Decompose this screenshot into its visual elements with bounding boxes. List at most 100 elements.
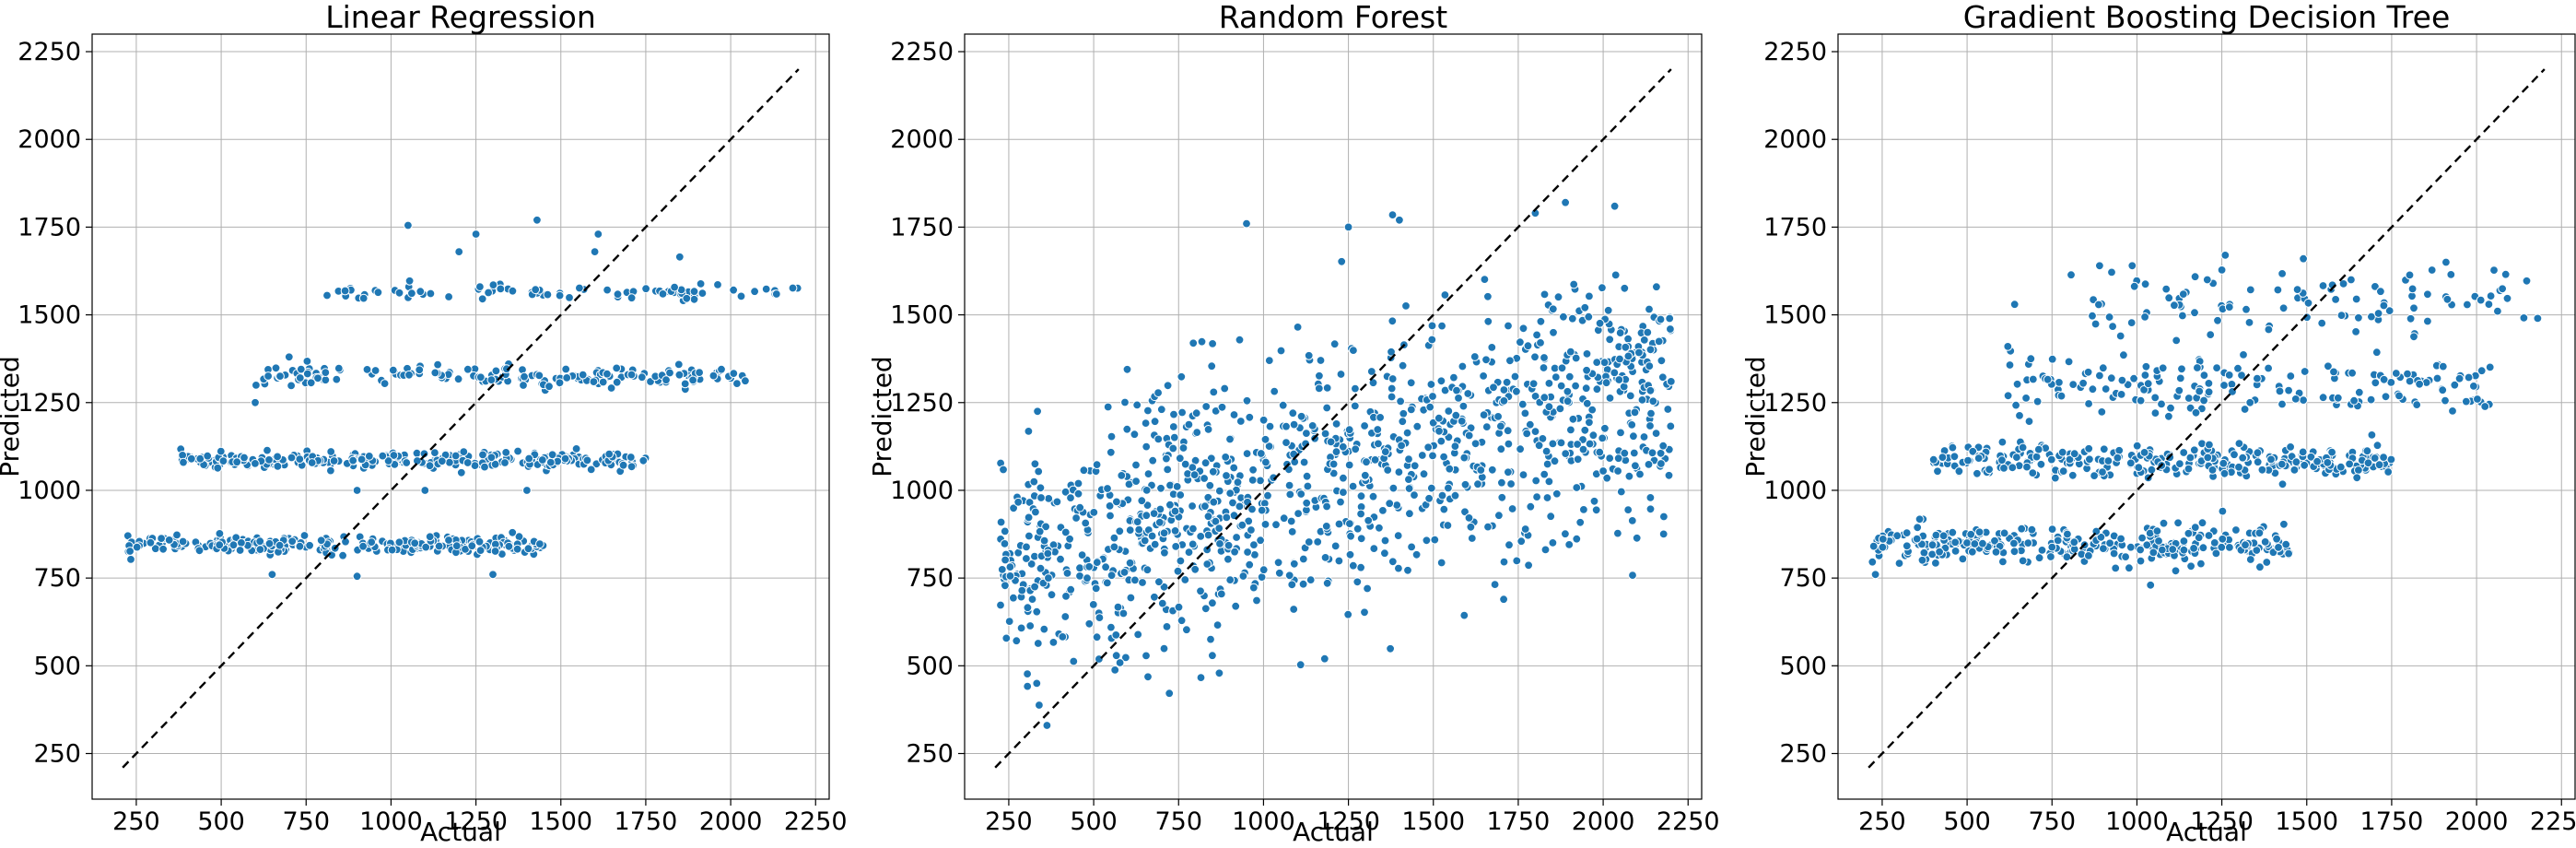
y-tick-label: 2000 <box>18 125 81 154</box>
data-point <box>1031 507 1040 517</box>
data-point <box>1180 459 1190 469</box>
data-point <box>415 365 425 375</box>
data-point <box>2190 523 2200 532</box>
data-point <box>387 545 397 555</box>
data-point <box>1450 490 1460 501</box>
data-point <box>271 363 281 373</box>
data-point <box>2262 558 2272 567</box>
data-point <box>1202 559 1212 569</box>
data-point <box>1647 448 1657 458</box>
data-point <box>522 486 532 495</box>
data-point <box>1363 583 1372 594</box>
data-point <box>1610 201 1620 211</box>
data-point <box>612 363 622 373</box>
data-point <box>1345 549 1355 559</box>
data-point <box>1973 453 1984 464</box>
data-point <box>2099 544 2108 553</box>
data-point <box>2204 531 2214 540</box>
data-point <box>1479 410 1489 420</box>
data-point <box>1035 526 1045 536</box>
data-point <box>1334 519 1344 529</box>
data-point <box>2184 528 2194 538</box>
data-point <box>1314 383 1324 394</box>
data-point <box>1247 504 1257 514</box>
chart-1: 250 500 750 1000 1250 1500 1750 2000 2250 250 500 7… <box>0 0 848 847</box>
data-point <box>1656 314 1666 324</box>
data-point <box>1645 421 1655 430</box>
data-point <box>1973 468 1982 478</box>
data-point <box>2217 265 2227 275</box>
data-point <box>1205 480 1215 490</box>
data-point <box>2107 267 2116 277</box>
data-point <box>1156 405 1166 415</box>
data-point <box>488 280 498 290</box>
data-point <box>1319 654 1329 664</box>
data-point <box>1565 347 1575 357</box>
data-point <box>626 293 637 303</box>
data-point <box>2150 393 2160 403</box>
data-point <box>2331 295 2341 304</box>
data-point <box>1331 419 1341 429</box>
data-point <box>2220 251 2231 260</box>
data-point <box>1503 426 1513 436</box>
data-point <box>680 379 690 389</box>
data-point <box>1387 347 1396 357</box>
data-point <box>1225 489 1235 498</box>
data-point <box>216 446 226 456</box>
data-point <box>2196 559 2206 569</box>
data-point <box>1532 330 1541 340</box>
data-point <box>2108 322 2118 332</box>
data-point <box>1388 557 1398 567</box>
data-point <box>425 532 435 542</box>
data-point <box>1150 539 1160 549</box>
data-point <box>1289 605 1299 614</box>
data-point <box>2116 390 2126 399</box>
data-point <box>1516 536 1527 547</box>
data-point <box>2279 519 2289 529</box>
data-point <box>1623 505 1633 514</box>
data-point <box>1592 384 1602 395</box>
data-point <box>237 538 246 548</box>
data-point <box>593 230 603 239</box>
data-point <box>1177 616 1187 626</box>
y-axis-ticks: 250 500 750 1000 1250 1500 1750 2000 2250 <box>1763 38 1838 769</box>
data-point <box>1666 421 1676 431</box>
data-point <box>1496 421 1505 431</box>
chart-title: Random Forest <box>1219 0 1447 35</box>
data-point <box>1107 622 1116 632</box>
data-point <box>1284 571 1294 581</box>
data-point <box>1399 408 1409 418</box>
data-point <box>2403 369 2412 379</box>
data-point <box>203 451 213 461</box>
x-tick-label: 2250 <box>784 807 848 836</box>
data-point <box>1322 578 1332 588</box>
data-point <box>389 451 399 460</box>
data-point <box>295 373 305 383</box>
data-point <box>1656 448 1666 458</box>
data-point <box>364 452 374 461</box>
data-point <box>2253 448 2263 458</box>
data-point <box>2012 379 2022 389</box>
data-point <box>2533 313 2543 324</box>
data-point <box>1585 418 1594 428</box>
data-point <box>1200 604 1211 614</box>
data-point <box>1120 397 1130 407</box>
data-point <box>2450 380 2460 390</box>
data-point <box>2095 261 2104 271</box>
data-point <box>329 456 339 465</box>
data-point <box>1083 573 1092 583</box>
data-point <box>1623 351 1633 361</box>
data-point <box>1282 438 1291 448</box>
data-point <box>1270 386 1280 396</box>
data-point <box>2064 357 2074 367</box>
data-point <box>1540 353 1549 362</box>
data-point <box>1962 538 1972 548</box>
data-point <box>2119 350 2128 360</box>
data-point <box>1285 489 1295 500</box>
data-point <box>463 364 473 374</box>
data-point <box>1645 385 1656 395</box>
data-point <box>2111 563 2121 573</box>
data-point <box>1029 477 1039 487</box>
data-point <box>2189 544 2199 553</box>
data-point <box>578 370 588 380</box>
